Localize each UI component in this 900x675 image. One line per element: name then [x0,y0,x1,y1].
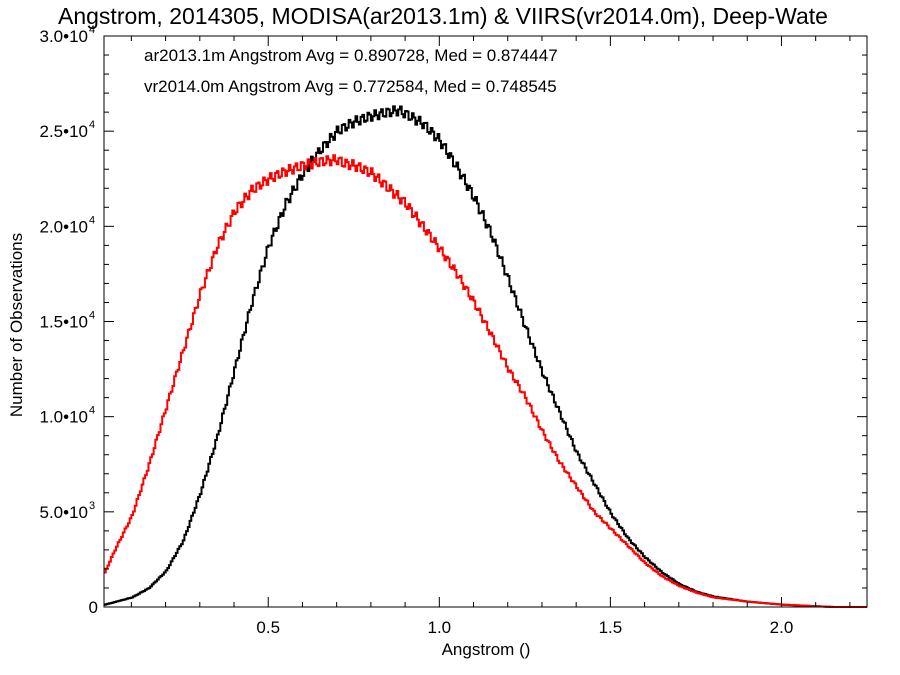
annotation-ar2013-stats: ar2013.1m Angstrom Avg = 0.890728, Med =… [144,46,558,65]
y-tick-label: 0 [89,598,98,617]
y-tick-label: 3.0•10 [40,27,89,46]
y-tick-label: 1.0•10 [40,408,89,427]
x-tick-label: 1.0 [427,618,451,637]
y-tick-exponent: 4 [89,24,95,36]
y-axis-label: Number of Observations [7,233,26,417]
x-tick-label: 0.5 [256,618,280,637]
y-tick-exponent: 4 [89,310,95,322]
series-ar2013-histogram [104,105,867,608]
series-layer [104,105,867,608]
y-tick-exponent: 4 [89,119,95,131]
chart-title: Angstrom, 2014305, MODISA(ar2013.1m) & V… [58,3,828,29]
ticks-layer: 0.5 1.0 1.5 2.005.0•10 31.0•10 41.5•10 42.0•10… [40,24,867,637]
y-tick-label: 2.0•10 [40,217,89,236]
x-axis-label: Angstrom () [442,640,531,659]
y-tick-exponent: 3 [89,500,95,512]
annotation-vr2014-stats: vr2014.0m Angstrom Avg = 0.772584, Med =… [144,77,557,96]
y-tick-exponent: 4 [89,214,95,226]
y-tick-label: 5.0•10 [40,503,89,522]
y-tick-label: 1.5•10 [40,313,89,332]
x-tick-label: 2.0 [770,618,794,637]
x-tick-label: 1.5 [599,618,623,637]
y-tick-exponent: 4 [89,405,95,417]
y-tick-label: 2.5•10 [40,122,89,141]
series-vr2014-histogram [104,154,867,608]
